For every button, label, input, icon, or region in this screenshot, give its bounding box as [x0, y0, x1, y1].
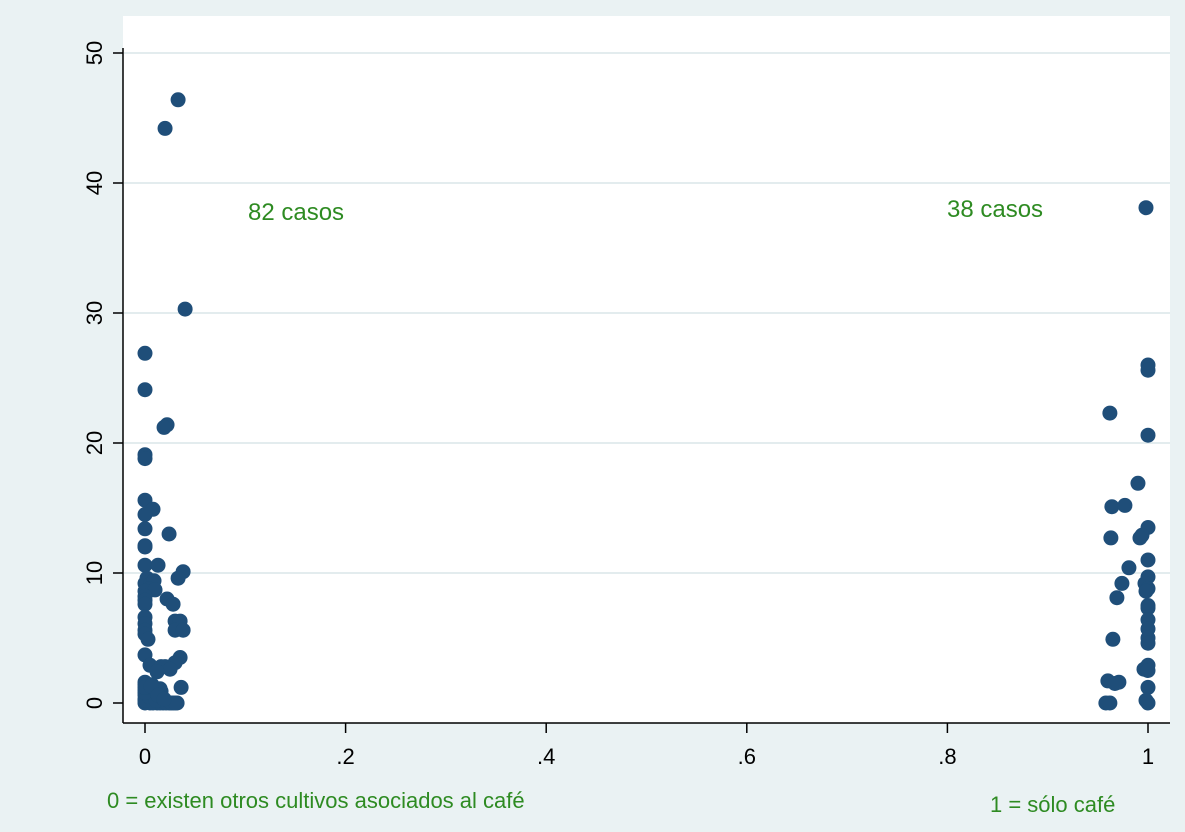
- x-tick-label: 1: [1142, 744, 1154, 769]
- data-point: [162, 661, 178, 677]
- data-point: [177, 301, 193, 317]
- x-tick-label: .6: [738, 744, 756, 769]
- data-point: [1114, 575, 1130, 591]
- data-point: [1107, 676, 1123, 691]
- data-point: [156, 691, 172, 707]
- y-tick-label: 20: [82, 431, 107, 455]
- note-left-legend: 0 = existen otros cultivos asociados al …: [107, 788, 525, 813]
- data-point: [1140, 679, 1156, 695]
- data-point: [137, 557, 153, 573]
- data-point: [150, 557, 166, 573]
- data-point: [137, 507, 153, 522]
- data-point: [170, 92, 186, 108]
- annotation-82-casos: 82 casos: [248, 199, 344, 226]
- data-point: [1103, 530, 1119, 546]
- data-point: [1140, 427, 1156, 443]
- data-point: [1109, 590, 1125, 606]
- data-point: [1102, 695, 1118, 711]
- data-point: [1138, 200, 1154, 216]
- x-tick-label: .4: [537, 744, 555, 769]
- x-axis-ticks: 0 .2 .4 .6 .8 1: [139, 723, 1154, 769]
- data-point: [1138, 583, 1154, 599]
- data-point: [1104, 499, 1120, 515]
- data-point: [1140, 635, 1156, 651]
- y-tick-label: 0: [82, 697, 107, 709]
- x-tick-label: 0: [139, 744, 151, 769]
- data-point: [149, 664, 165, 680]
- grid-lines: [124, 52, 1170, 574]
- data-point: [170, 570, 186, 586]
- y-tick-label: 30: [82, 301, 107, 325]
- data-point: [1117, 497, 1133, 513]
- data-point: [165, 596, 181, 612]
- data-point: [137, 382, 153, 398]
- data-point: [173, 679, 189, 695]
- data-point: [157, 120, 173, 136]
- annotation-38-casos: 38 casos: [947, 196, 1043, 223]
- note-right-legend: 1 = sólo café: [990, 792, 1116, 817]
- data-point: [1102, 405, 1118, 421]
- y-tick-label: 40: [82, 171, 107, 195]
- data-point: [1130, 475, 1146, 491]
- data-point: [161, 526, 177, 542]
- data-point: [1138, 692, 1154, 708]
- data-point: [156, 419, 172, 435]
- data-point: [1140, 362, 1156, 378]
- data-point: [137, 539, 153, 555]
- y-tick-label: 50: [82, 41, 107, 65]
- data-points: [137, 92, 1156, 711]
- y-axis-ticks: 0 10 20 30 40 50: [82, 41, 123, 709]
- data-point: [1140, 552, 1156, 568]
- y-tick-label: 10: [82, 561, 107, 585]
- x-tick-label: .2: [336, 744, 354, 769]
- data-point: [137, 451, 153, 467]
- data-point: [137, 596, 153, 612]
- data-point: [1140, 663, 1156, 678]
- data-point: [140, 631, 156, 647]
- x-tick-label: .8: [938, 744, 956, 769]
- data-point: [1132, 530, 1148, 546]
- plot-area: [123, 16, 1170, 723]
- data-point: [137, 521, 153, 537]
- data-point: [1140, 600, 1156, 616]
- data-point: [1105, 631, 1121, 647]
- data-point: [175, 622, 191, 638]
- data-point: [1121, 560, 1137, 576]
- data-point: [137, 345, 153, 361]
